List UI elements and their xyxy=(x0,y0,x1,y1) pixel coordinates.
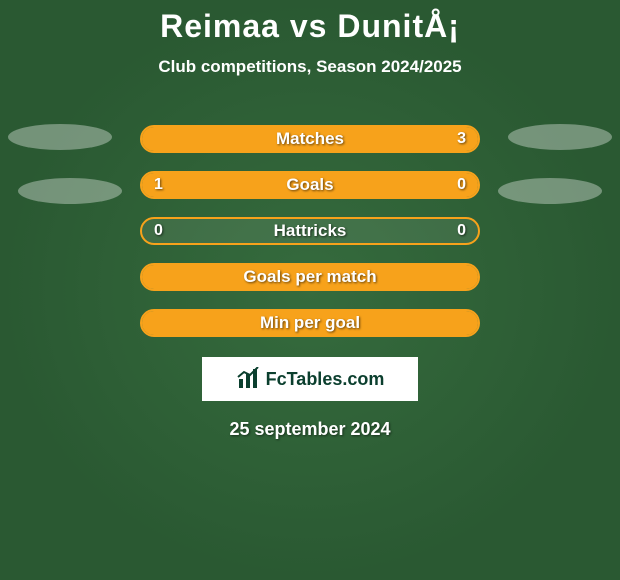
decoration-ellipse-bottom-right xyxy=(498,178,602,204)
bar-label: Hattricks xyxy=(142,221,478,241)
bar-value-right: 0 xyxy=(457,222,466,240)
bar-value-right: 3 xyxy=(457,130,466,148)
brand-badge[interactable]: FcTables.com xyxy=(202,357,418,401)
bar-label: Goals xyxy=(142,175,478,195)
decoration-ellipse-top-right xyxy=(508,124,612,150)
bar-label: Min per goal xyxy=(142,313,478,333)
bar-row: 1 Goals 0 xyxy=(140,171,480,199)
bar-value-right: 0 xyxy=(457,176,466,194)
bar-row: Min per goal xyxy=(140,309,480,337)
comparison-container: Reimaa vs DunitÅ¡ Club competitions, Sea… xyxy=(0,0,620,440)
bar-row: 0 Hattricks 0 xyxy=(140,217,480,245)
bar-label: Matches xyxy=(142,129,478,149)
date-label: 25 september 2024 xyxy=(229,419,390,440)
decoration-ellipse-bottom-left xyxy=(18,178,122,204)
bar-value-left: 0 xyxy=(154,222,163,240)
bars-list: Matches 3 1 Goals 0 0 Hattricks 0 Goals … xyxy=(140,125,480,337)
page-subtitle: Club competitions, Season 2024/2025 xyxy=(158,57,461,77)
brand-text: FcTables.com xyxy=(266,369,385,390)
chart-icon xyxy=(236,367,260,391)
bar-row: Matches 3 xyxy=(140,125,480,153)
bar-value-left: 1 xyxy=(154,176,163,194)
decoration-ellipse-top-left xyxy=(8,124,112,150)
bar-label: Goals per match xyxy=(142,267,478,287)
bar-row: Goals per match xyxy=(140,263,480,291)
page-title: Reimaa vs DunitÅ¡ xyxy=(160,8,460,45)
